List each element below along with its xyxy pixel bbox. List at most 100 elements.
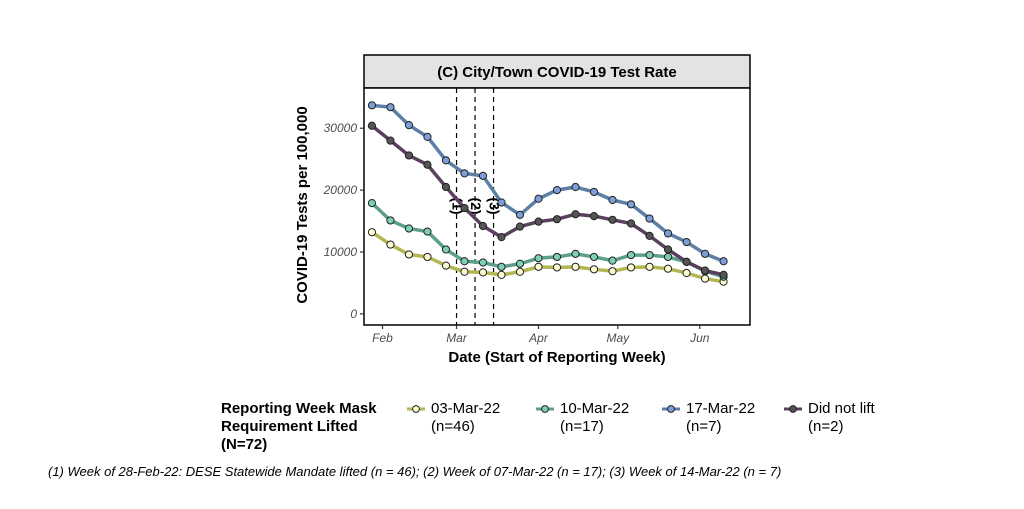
x-axis-title: Date (Start of Reporting Week): [448, 349, 665, 366]
data-point: [367, 101, 377, 110]
data-point: [589, 187, 599, 197]
data-point: [404, 151, 414, 160]
data-point: [386, 216, 395, 225]
data-point: [663, 229, 673, 238]
legend-item: 10-Mar-22(n=17): [536, 400, 629, 435]
data-point: [478, 258, 488, 267]
data-point: [571, 182, 580, 192]
x-tick-label: Jun: [689, 331, 710, 345]
data-point: [460, 203, 469, 213]
data-point: [608, 195, 617, 205]
data-point: [441, 156, 451, 165]
x-tick-label: Apr: [528, 331, 549, 345]
data-point: [404, 250, 414, 259]
chart-title: (C) City/Town COVID-19 Test Rate: [437, 64, 676, 81]
data-point: [552, 186, 562, 195]
x-tick-label: May: [606, 331, 630, 345]
data-point: [367, 228, 377, 237]
data-point: [423, 132, 432, 141]
legend-count: (n=17): [560, 418, 604, 435]
data-point: [552, 252, 562, 262]
y-tick-label: 10000: [324, 245, 358, 259]
data-point: [515, 259, 525, 268]
legend-marker-swatch: [667, 405, 675, 413]
data-point: [589, 265, 599, 274]
legend-label: 10-Mar-22: [560, 400, 629, 417]
data-point: [534, 262, 543, 271]
legend-title-line-2: Requirement Lifted: [221, 418, 358, 435]
legend-title-line-3: (N=72): [221, 436, 267, 453]
data-point: [386, 136, 395, 145]
data-point: [589, 211, 599, 221]
data-point: [608, 267, 617, 276]
plot-panel: [363, 87, 751, 326]
series-10-mar-22: [367, 198, 728, 281]
data-point: [404, 224, 414, 233]
data-point: [700, 249, 710, 258]
data-point: [571, 210, 580, 219]
series-17-mar-22: [367, 101, 728, 266]
data-point: [515, 210, 525, 219]
data-point: [386, 240, 395, 249]
data-point: [700, 266, 710, 275]
legend-label: 03-Mar-22: [431, 400, 500, 417]
data-point: [460, 169, 469, 178]
data-point: [441, 182, 451, 192]
data-point: [608, 256, 617, 265]
data-point: [497, 262, 506, 271]
data-point: [700, 274, 710, 283]
data-point: [497, 270, 506, 279]
y-tick-label: 0: [350, 307, 357, 321]
data-point: [515, 222, 525, 231]
legend-item: 17-Mar-22(n=7): [662, 400, 755, 435]
data-point: [571, 249, 580, 258]
legend: Reporting Week Mask Requirement Lifted (…: [221, 400, 876, 453]
data-point: [663, 245, 673, 254]
data-point: [534, 194, 543, 203]
y-tick-label: 20000: [323, 183, 358, 197]
footnote: (1) Week of 28-Feb-22: DESE Statewide Ma…: [48, 464, 781, 479]
legend-count: (n=46): [431, 418, 475, 435]
data-point: [608, 215, 617, 224]
legend-count: (n=2): [808, 418, 843, 435]
legend-item: 03-Mar-22(n=46): [407, 400, 500, 435]
data-point: [534, 217, 543, 226]
data-point: [589, 252, 599, 262]
data-point: [441, 245, 451, 254]
data-point: [552, 263, 562, 272]
data-point: [497, 198, 506, 207]
data-point: [478, 171, 488, 180]
data-point: [571, 262, 580, 271]
legend-label: 17-Mar-22: [686, 400, 755, 417]
data-point: [478, 221, 488, 231]
data-point: [645, 262, 654, 271]
data-point: [367, 121, 377, 130]
x-tick-label: Mar: [446, 331, 468, 345]
data-point: [367, 198, 377, 208]
data-point: [460, 267, 469, 276]
legend-marker-swatch: [789, 405, 797, 413]
legend-title-line-1: Reporting Week Mask: [221, 400, 377, 417]
legend-marker-swatch: [541, 405, 549, 413]
series-03-mar-22: [367, 228, 728, 286]
y-axis-title: COVID-19 Tests per 100,000: [294, 106, 311, 303]
legend-marker-swatch: [412, 405, 420, 413]
data-point: [682, 268, 691, 278]
data-point: [460, 257, 469, 266]
data-point: [626, 219, 636, 228]
legend-label: Did not lift: [808, 400, 876, 417]
y-tick-label: 30000: [324, 121, 358, 135]
data-point: [534, 254, 543, 263]
data-point: [497, 233, 506, 242]
data-point: [386, 103, 395, 112]
data-point: [478, 268, 488, 277]
data-point: [423, 227, 432, 236]
data-point: [645, 231, 654, 240]
data-point: [626, 250, 636, 260]
data-point: [626, 200, 636, 209]
data-point: [626, 263, 636, 272]
data-point: [552, 215, 562, 224]
data-point: [423, 160, 432, 169]
data-point: [682, 257, 691, 266]
